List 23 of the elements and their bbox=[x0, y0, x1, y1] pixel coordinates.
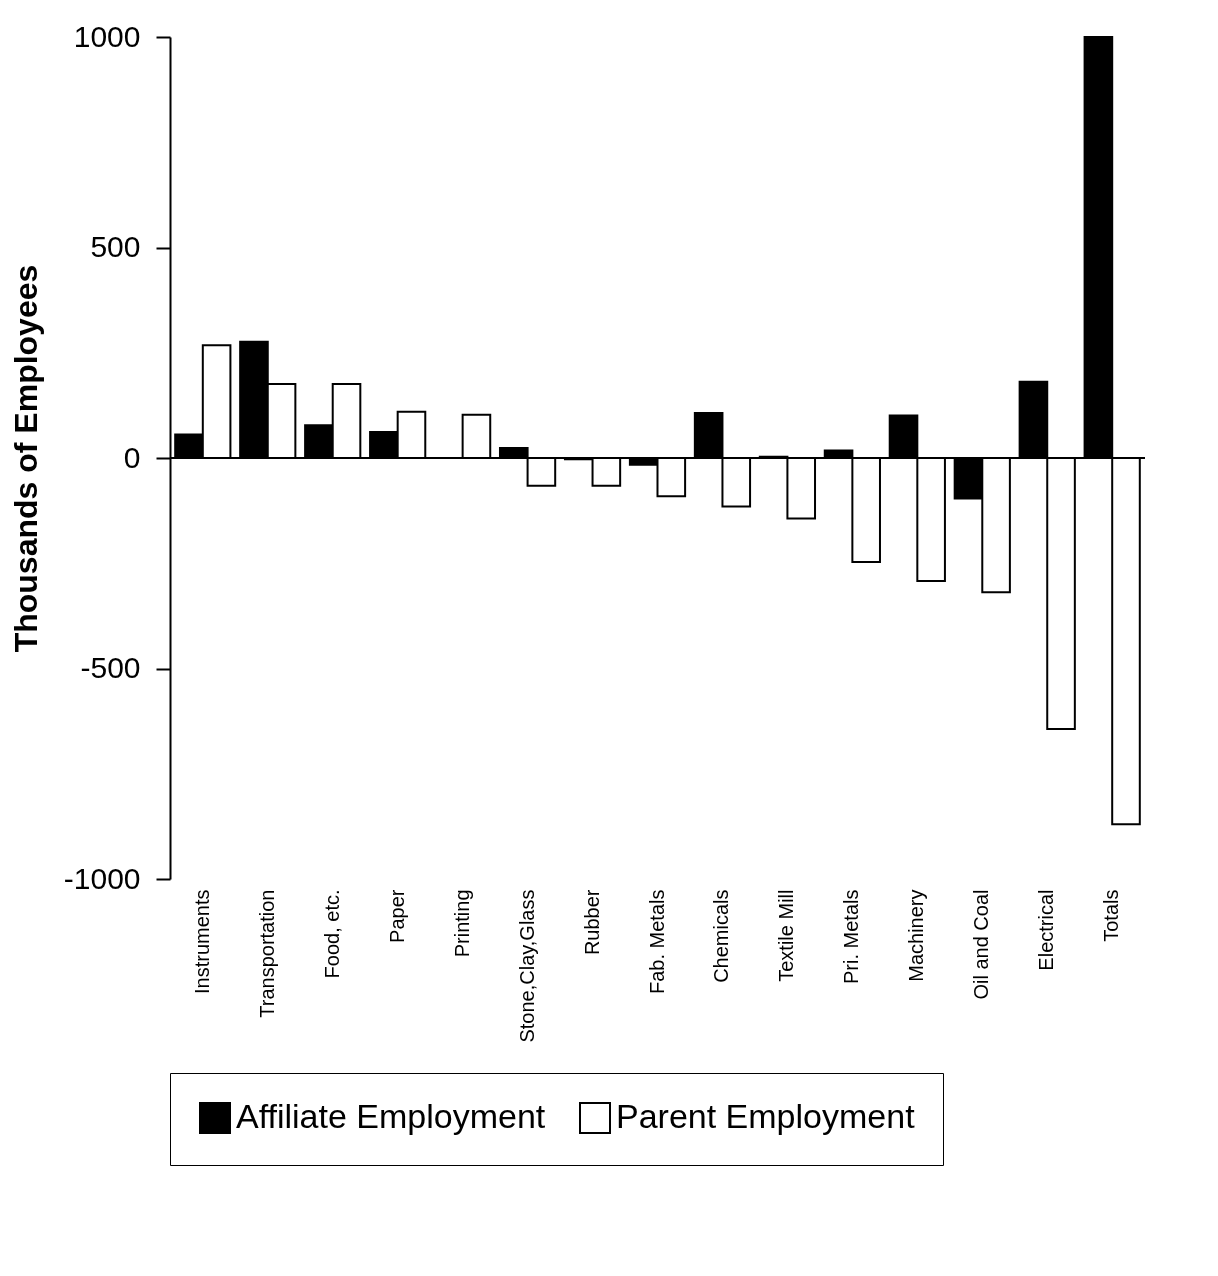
y-tick-label: 0 bbox=[123, 440, 141, 474]
x-tick-label: Instruments bbox=[190, 889, 213, 994]
x-tick-label: Rubber bbox=[580, 889, 603, 956]
legend-label: Parent Employment bbox=[616, 1097, 916, 1135]
y-tick-label: 1000 bbox=[73, 19, 141, 53]
y-tick-label: -500 bbox=[80, 651, 141, 684]
x-tick-label: Electrical bbox=[1035, 889, 1058, 971]
x-tick-label: Pri. Metals bbox=[840, 889, 863, 984]
x-tick-label: Textile Mill bbox=[775, 889, 798, 982]
y-axis-title: Thousands of Employees bbox=[7, 264, 44, 653]
x-tick-label: Paper bbox=[385, 889, 408, 943]
x-tick-label: Machinery bbox=[905, 889, 928, 982]
x-tick-label: Stone,Clay,Glass bbox=[515, 889, 538, 1043]
x-tick-label: Totals bbox=[1100, 889, 1123, 942]
x-tick-label: Printing bbox=[450, 889, 473, 958]
legend-label: Affiliate Employment bbox=[236, 1097, 546, 1135]
y-tick-label: -1000 bbox=[63, 861, 141, 895]
x-tick-label: Oil and Coal bbox=[970, 889, 993, 1000]
x-tick-label: Fab. Metals bbox=[645, 889, 668, 994]
x-tick-label: Chemicals bbox=[710, 889, 733, 983]
x-tick-label: Food, etc. bbox=[320, 889, 343, 979]
x-tick-label: Transportation bbox=[255, 889, 278, 1018]
y-tick-label: 500 bbox=[90, 230, 141, 263]
